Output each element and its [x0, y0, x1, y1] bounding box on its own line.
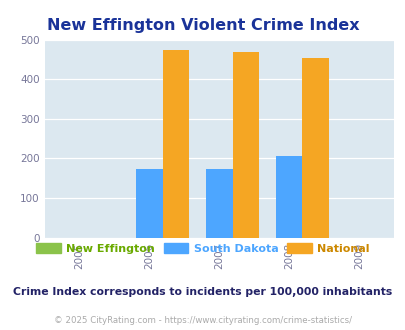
Text: New Effington Violent Crime Index: New Effington Violent Crime Index — [47, 18, 358, 33]
Bar — [275, 156, 302, 238]
Legend: New Effington, South Dakota, National: New Effington, South Dakota, National — [32, 239, 373, 258]
Text: Crime Index corresponds to incidents per 100,000 inhabitants: Crime Index corresponds to incidents per… — [13, 287, 392, 297]
Bar — [205, 169, 232, 238]
Bar — [232, 52, 258, 238]
Bar — [162, 50, 189, 238]
Bar — [302, 58, 328, 238]
Text: © 2025 CityRating.com - https://www.cityrating.com/crime-statistics/: © 2025 CityRating.com - https://www.city… — [54, 315, 351, 325]
Bar — [136, 170, 162, 238]
